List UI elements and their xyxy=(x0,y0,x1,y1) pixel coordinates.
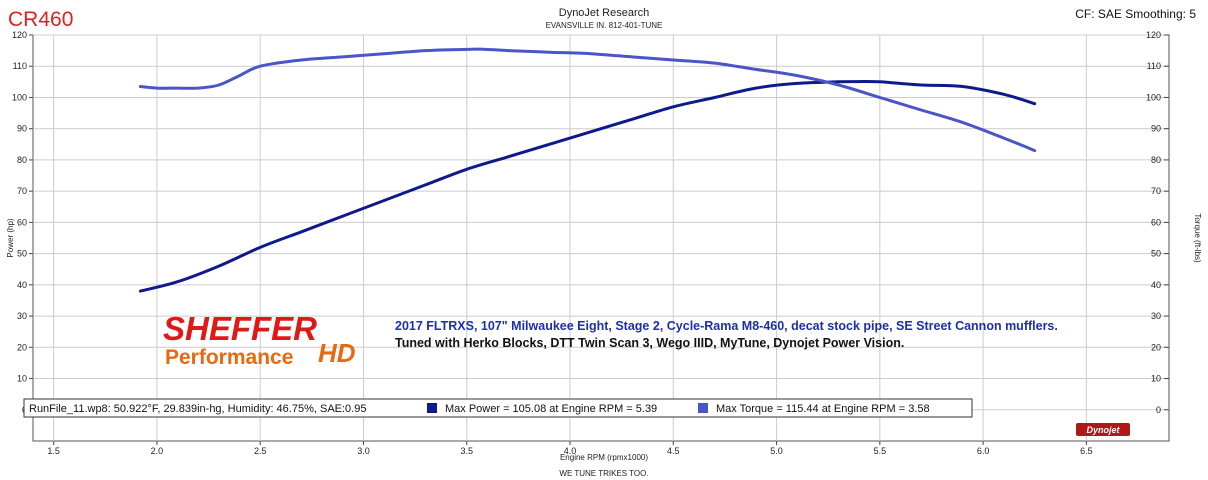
y2-tick-label: 10 xyxy=(1151,374,1161,384)
y-tick-label: 100 xyxy=(12,92,27,102)
x-tick-label: 3.0 xyxy=(357,446,370,456)
y-tick-label: 60 xyxy=(17,217,27,227)
y2-tick-label: 0 xyxy=(1156,405,1161,415)
corner-title: CR460 xyxy=(8,8,73,31)
y-tick-label: 80 xyxy=(17,155,27,165)
logo-hd-mark: HD xyxy=(318,338,356,368)
sheffer-logo: SHEFFER Performance HD xyxy=(163,310,356,369)
tuning-description: Tuned with Herko Blocks, DTT Twin Scan 3… xyxy=(395,336,904,350)
chart-subtitle: EVANSVILLE IN. 812-401-TUNE xyxy=(546,21,663,30)
y2-tick-label: 100 xyxy=(1146,92,1161,102)
dynojet-badge: Dynojet xyxy=(1076,423,1130,436)
y2-tick-label: 20 xyxy=(1151,342,1161,352)
y-tick-label: 70 xyxy=(17,186,27,196)
y2-tick-label: 90 xyxy=(1151,124,1161,134)
correction-factor-text: CF: SAE Smoothing: 5 xyxy=(1075,7,1196,21)
y2-tick-label: 80 xyxy=(1151,155,1161,165)
legend-power: Max Power = 105.08 at Engine RPM = 5.39 xyxy=(445,403,657,415)
y2-tick-label: 30 xyxy=(1151,311,1161,321)
y-tick-label: 90 xyxy=(17,124,27,134)
chart-title: DynoJet Research xyxy=(559,7,650,19)
y2-tick-label: 40 xyxy=(1151,280,1161,290)
x-tick-label: 3.5 xyxy=(460,446,473,456)
grid-lines xyxy=(29,34,1169,445)
dynojet-badge-bg xyxy=(1076,423,1130,436)
tick-labels: 1.5 2.0 2.5 3.0 3.5 4.0 4.5 5.0 5.5 6.0 6.5 0 10 20 30… xyxy=(12,30,1161,456)
x-tick-label: 5.0 xyxy=(770,446,783,456)
y-tick-label: 110 xyxy=(13,61,27,71)
legend-torque: Max Torque = 115.44 at Engine RPM = 3.58 xyxy=(716,403,930,415)
y2-tick-label: 120 xyxy=(1146,30,1161,40)
y2-tick-label: 50 xyxy=(1151,249,1161,259)
x-tick-label: 4.5 xyxy=(667,446,680,456)
x-tick-label: 4.0 xyxy=(564,446,577,456)
y2-axis-label: Torque (ft-lbs) xyxy=(1193,213,1202,263)
x-tick-label: 6.0 xyxy=(977,446,990,456)
x-tick-label: 5.5 xyxy=(874,446,887,456)
bike-description: 2017 FLTRXS, 107" Milwaukee Eight, Stage… xyxy=(395,319,1058,333)
dynojet-badge-text: Dynojet xyxy=(1086,425,1120,435)
logo-sheffer: SHEFFER xyxy=(163,310,317,347)
legend: RunFile_11.wp8: 50.922°F, 29.839in-hg, H… xyxy=(23,398,973,418)
y2-tick-label: 110 xyxy=(1147,61,1161,71)
x-tick-label: 2.5 xyxy=(254,446,267,456)
y-tick-label: 20 xyxy=(17,342,27,352)
x-tick-label: 1.5 xyxy=(47,446,60,456)
x-tick-label: 6.5 xyxy=(1080,446,1093,456)
power-series-line xyxy=(138,80,1037,293)
plot-frame xyxy=(32,34,1170,442)
y-tick-label: 30 xyxy=(17,311,27,321)
y-axis-label: Power (hp) xyxy=(6,218,15,257)
legend-box xyxy=(23,398,973,418)
y2-tick-label: 60 xyxy=(1151,217,1161,227)
legend-runfile: RunFile_11.wp8: 50.922°F, 29.839in-hg, H… xyxy=(29,403,366,415)
y-tick-label: 120 xyxy=(12,30,27,40)
y-tick-label: 40 xyxy=(17,280,27,290)
logo-performance: Performance xyxy=(165,346,293,369)
x-axis-label: Engine RPM (rpmx1000) xyxy=(560,453,648,462)
series-lines xyxy=(138,47,1037,293)
x-tick-label: 2.0 xyxy=(151,446,164,456)
legend-torque-swatch xyxy=(698,403,708,413)
legend-power-swatch xyxy=(427,403,437,413)
y-tick-label: 10 xyxy=(17,374,27,384)
y2-tick-label: 70 xyxy=(1151,186,1161,196)
y-tick-label: 50 xyxy=(17,249,27,259)
footer-text: WE TUNE TRIKES TOO. xyxy=(559,469,648,478)
torque-series-line xyxy=(138,47,1037,153)
